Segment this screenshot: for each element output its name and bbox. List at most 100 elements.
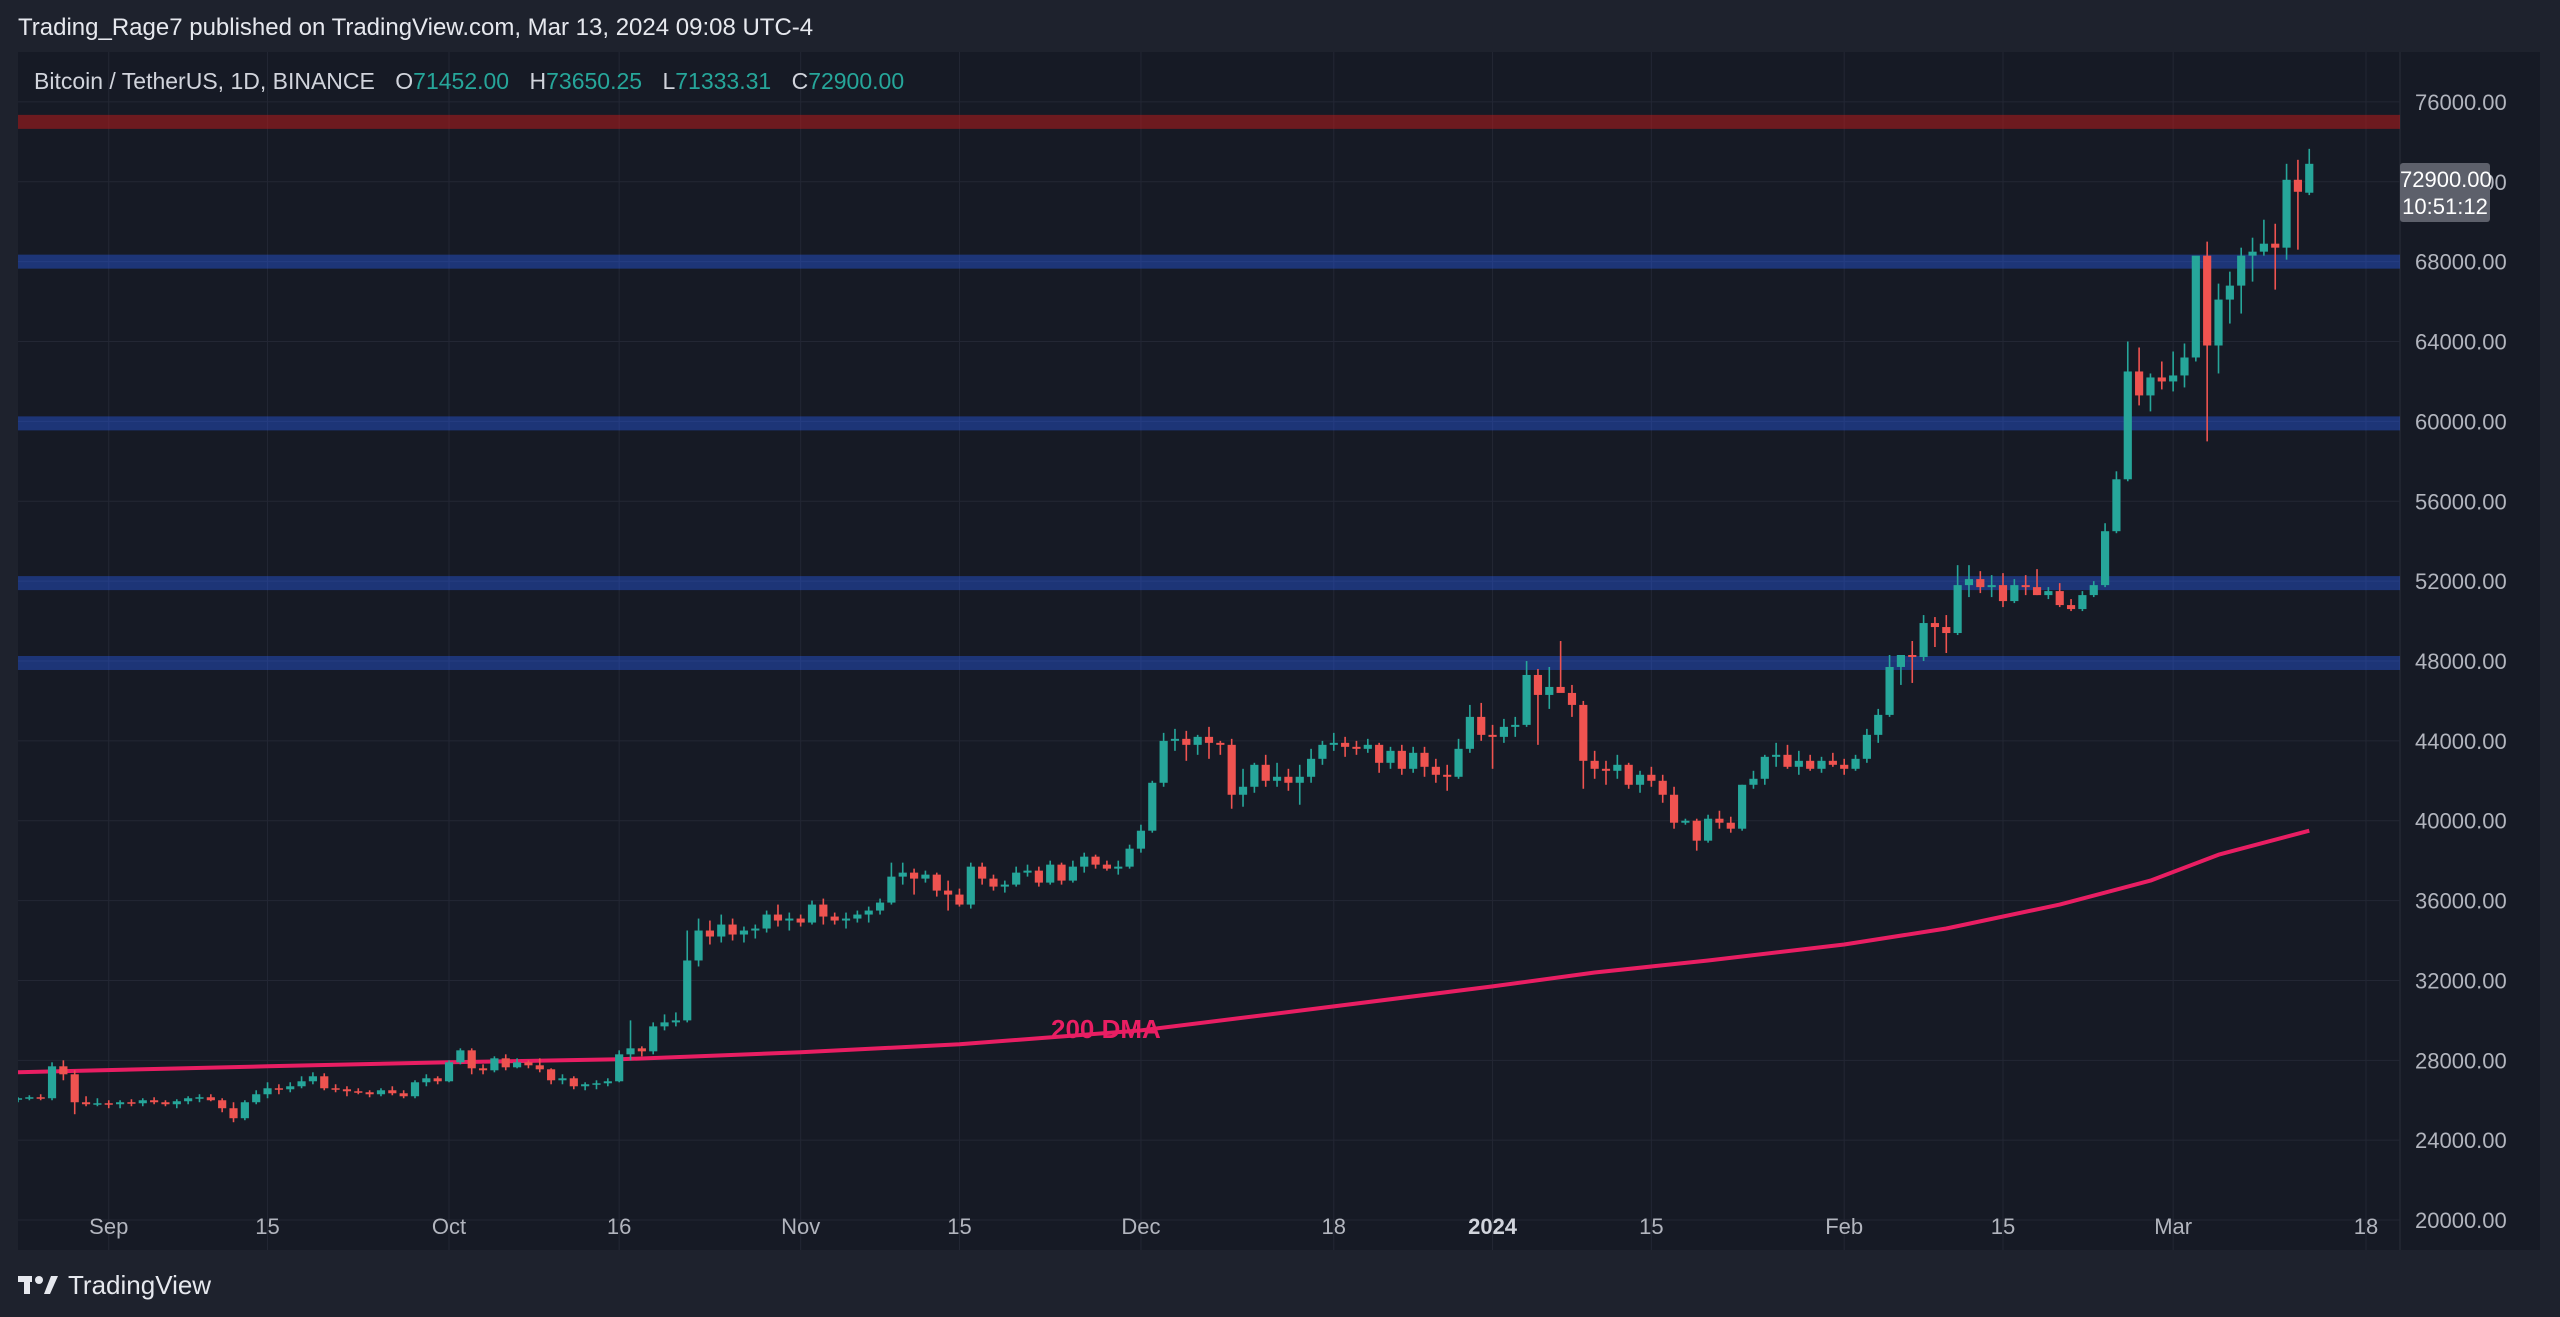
candle-body (1238, 786, 1248, 795)
candle (2044, 587, 2053, 600)
candle (2282, 163, 2291, 260)
x-tick-label: 18 (1322, 1214, 1346, 1239)
candle (1000, 880, 1009, 893)
candle (1170, 728, 1180, 751)
y-tick-label: 36000.00 (2415, 889, 2507, 914)
candle (966, 862, 975, 909)
candle-body (1159, 740, 1168, 783)
high-value: 73650.25 (546, 68, 643, 94)
low-value: 71333.31 (675, 68, 772, 94)
last-price-badge: 72900.00 10:51:12 (2400, 163, 2492, 222)
candle (161, 1100, 170, 1107)
candle-body (490, 1058, 499, 1071)
x-tick-label: Feb (1825, 1214, 1863, 1239)
candle (365, 1090, 374, 1098)
candle-body (354, 1091, 363, 1093)
candle-body (1874, 714, 1883, 735)
candle-body (1193, 736, 1202, 745)
candle (47, 1062, 57, 1101)
candle (1738, 784, 1747, 831)
candle (1114, 860, 1123, 875)
candle (422, 1074, 431, 1087)
candle-body (1295, 776, 1304, 783)
candle-body (1170, 738, 1180, 741)
candle (342, 1086, 352, 1097)
candle (1057, 862, 1066, 885)
candle-body (1930, 623, 1940, 628)
footer-brand[interactable]: TradingView (18, 1268, 211, 1302)
chart-area[interactable]: 20000.00 24000.00 28000.00 32000.00 36000.00… (18, 52, 2540, 1250)
candle (819, 898, 828, 925)
low-label: L (662, 68, 676, 94)
y-tick-label: 28000.00 (2415, 1048, 2507, 1073)
candle (1272, 762, 1282, 787)
candle-body (2203, 255, 2212, 346)
candle (127, 1099, 136, 1107)
candle-body (1477, 716, 1486, 735)
candle-body (1375, 744, 1384, 763)
candle-body (263, 1088, 272, 1095)
candle (660, 1014, 669, 1031)
candle-body (1726, 822, 1735, 829)
candle-body (1647, 774, 1656, 781)
candle (70, 1070, 79, 1115)
candle (184, 1096, 193, 1105)
candle-body (2089, 585, 2098, 596)
candle (2259, 219, 2268, 256)
y-tick-label: 20000.00 (2415, 1208, 2507, 1233)
candle-body (1624, 764, 1633, 785)
candle (2021, 575, 2030, 596)
candle (172, 1099, 181, 1109)
candle-body (81, 1102, 91, 1105)
candle (376, 1088, 386, 1097)
candle (1443, 764, 1452, 791)
candle (1794, 750, 1803, 775)
candle-body (218, 1100, 227, 1109)
candle (898, 862, 907, 885)
candle (1953, 565, 1962, 636)
candle-body (342, 1089, 352, 1092)
candle (18, 1097, 23, 1103)
candle (853, 910, 862, 923)
candle (1420, 746, 1429, 777)
candle (751, 924, 760, 939)
candle-body (921, 874, 930, 879)
candle (989, 874, 998, 891)
candle (2112, 471, 2121, 534)
candle (1545, 666, 1554, 709)
candle-body (1034, 870, 1043, 883)
candle-body (2123, 371, 2132, 480)
candle-body (1068, 866, 1077, 881)
brand-name: TradingView (68, 1269, 212, 1300)
candle (1772, 742, 1781, 767)
support-level (18, 576, 2400, 591)
candle-body (1136, 830, 1146, 849)
candle-body (1545, 686, 1554, 695)
candle-body (1341, 742, 1350, 747)
candle (1647, 766, 1656, 787)
y-tick-label: 48000.00 (2415, 649, 2507, 674)
candle-body (25, 1097, 34, 1099)
candle-body (535, 1065, 544, 1070)
candle-body (2259, 243, 2268, 252)
chart-canvas[interactable]: 20000.00 24000.00 28000.00 32000.00 36000.00… (18, 52, 2540, 1250)
candle (1386, 746, 1395, 769)
candle (807, 900, 817, 925)
x-tick-label: Nov (781, 1214, 820, 1239)
candle (1862, 728, 1871, 763)
candle (955, 888, 964, 907)
candle (433, 1076, 442, 1085)
candle-body (626, 1048, 635, 1055)
candle (138, 1098, 147, 1107)
candle-body (887, 876, 896, 903)
candle (2055, 583, 2064, 608)
candle (1068, 860, 1077, 883)
candle-body (297, 1081, 306, 1087)
candle (2157, 361, 2166, 390)
candle-body (547, 1069, 556, 1081)
candle-body (1964, 579, 1974, 586)
candle (2305, 148, 2314, 196)
candle (2225, 271, 2234, 324)
candle-body (410, 1082, 420, 1097)
candle-body (1227, 744, 1236, 795)
